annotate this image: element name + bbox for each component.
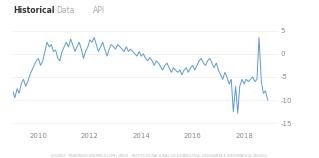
Text: Data: Data	[56, 6, 74, 15]
Text: SOURCE: TRADINGECONOMICS.COM | INEGI - INSTITUTO NACIONAL DE ESTADISTICA, GEOGRA: SOURCE: TRADINGECONOMICS.COM | INEGI - I…	[51, 153, 268, 157]
Text: API: API	[93, 6, 105, 15]
Text: Historical: Historical	[13, 6, 54, 15]
